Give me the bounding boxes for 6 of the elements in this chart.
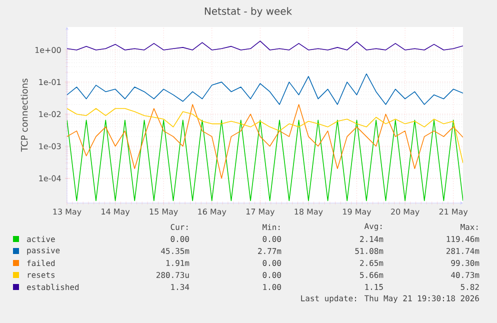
line-series	[67, 104, 464, 179]
line-series	[67, 40, 464, 50]
line-series	[67, 108, 464, 164]
y-axis-title: TCP connections	[20, 78, 28, 152]
line-series	[67, 73, 464, 105]
chart-title: Netstat - by week	[204, 7, 292, 17]
